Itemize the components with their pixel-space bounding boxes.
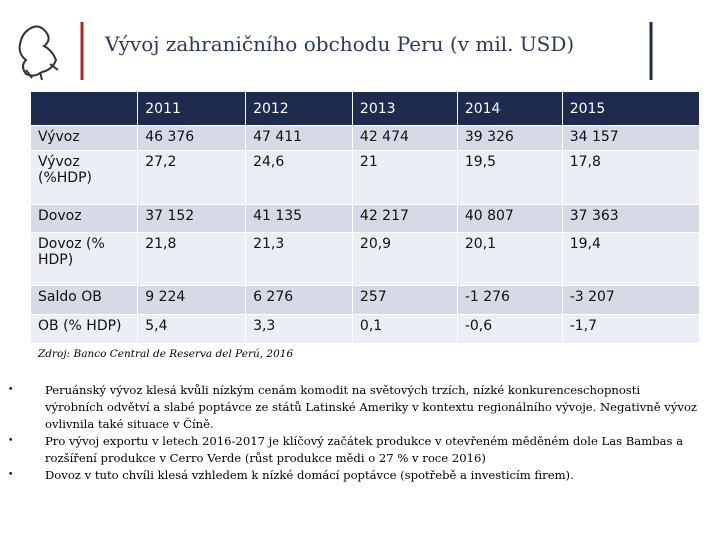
cell: 21,3 <box>245 232 353 286</box>
cell: 39 326 <box>456 125 563 151</box>
row-label: OB (% HDP) <box>29 314 139 344</box>
cell: 19,4 <box>561 232 701 286</box>
column-header: 2011 <box>137 91 247 126</box>
cell: -0,6 <box>456 314 563 344</box>
cell: 27,2 <box>137 150 247 205</box>
row-label: Dovoz (% HDP) <box>29 232 139 286</box>
column-header: 2012 <box>245 91 353 126</box>
table-row: OB (% HDP) 5,4 3,3 0,1 -0,6 -1,7 <box>29 314 701 344</box>
column-header: 2013 <box>351 91 458 126</box>
cell: 21,8 <box>137 232 247 286</box>
table-row: Dovoz (% HDP) 21,8 21,3 20,9 20,1 19,4 <box>29 232 701 286</box>
table-row: Vývoz (%HDP) 27,2 24,6 21 19,5 17,8 <box>29 150 701 205</box>
cell: 257 <box>351 285 458 315</box>
cell: 24,6 <box>245 150 353 205</box>
cell: 37 152 <box>137 204 247 233</box>
cell: 20,9 <box>351 232 458 286</box>
cell: 6 276 <box>245 285 353 315</box>
cell: 21 <box>351 150 458 205</box>
cell: 42 217 <box>351 204 458 233</box>
bullet: Pro vývoj exportu v letech 2016-2017 je … <box>8 433 698 467</box>
bullet: Peruánský vývoz klesá kvůli nízkým cenám… <box>8 382 698 433</box>
header-graphics <box>18 22 653 81</box>
cell: -1 276 <box>456 285 563 315</box>
cell: -1,7 <box>561 314 701 344</box>
row-label: Vývoz (%HDP) <box>29 150 139 205</box>
table-row: Vývoz 46 376 47 411 42 474 39 326 34 157 <box>29 125 701 151</box>
header-row: 2011 2012 2013 2014 2015 <box>29 91 701 126</box>
row-label: Dovoz <box>29 204 139 233</box>
cell: 0,1 <box>351 314 458 344</box>
cell: 34 157 <box>561 125 701 151</box>
cell: 46 376 <box>137 125 247 151</box>
cell: -3 207 <box>561 285 701 315</box>
cell: 20,1 <box>456 232 563 286</box>
table-row: Dovoz 37 152 41 135 42 217 40 807 37 363 <box>29 204 701 233</box>
row-label: Saldo OB <box>29 285 139 315</box>
bullet: Dovoz v tuto chvíli klesá vzhledem k níz… <box>8 467 698 484</box>
column-header: 2015 <box>561 91 701 126</box>
cell: 3,3 <box>245 314 353 344</box>
cell: 42 474 <box>351 125 458 151</box>
table-row: Saldo OB 9 224 6 276 257 -1 276 -3 207 <box>29 285 701 315</box>
title: Vývoj zahraničního obchodu Peru (v mil. … <box>105 32 575 56</box>
cell: 47 411 <box>245 125 353 151</box>
source: Zdroj: Banco Central de Reserva del Perú… <box>38 348 294 360</box>
data-table: 2011 2012 2013 2014 2015 Vývoz 46 376 47 411 42 … <box>29 91 701 344</box>
row-label: Vývoz <box>29 125 139 151</box>
header-cell <box>29 91 139 126</box>
cell: 19,5 <box>456 150 563 205</box>
bullet-list: Peruánský vývoz klesá kvůli nízkým cenám… <box>8 382 698 484</box>
cell: 9 224 <box>137 285 247 315</box>
cell: 41 135 <box>245 204 353 233</box>
logo <box>18 25 59 81</box>
cell: 17,8 <box>561 150 701 205</box>
column-header: 2014 <box>456 91 563 126</box>
cell: 5,4 <box>137 314 247 344</box>
cell: 40 807 <box>456 204 563 233</box>
cell: 37 363 <box>561 204 701 233</box>
